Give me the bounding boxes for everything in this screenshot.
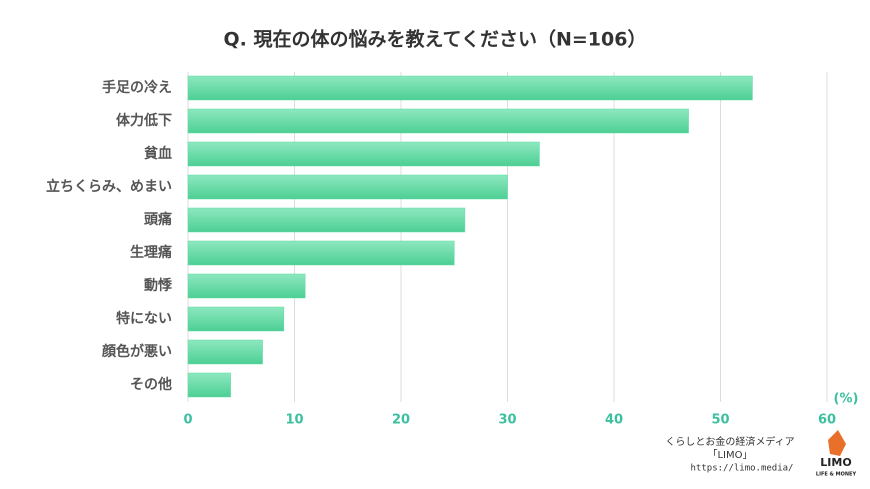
x-tick-label: 10 bbox=[285, 413, 303, 428]
footer-tagline: くらしとお金の経済メディア bbox=[665, 435, 794, 448]
footer-url: https://limo.media/ bbox=[691, 464, 794, 474]
x-tick-label: 30 bbox=[498, 413, 516, 428]
unit-label: (%) bbox=[834, 392, 859, 407]
x-tick-label: 40 bbox=[605, 413, 623, 428]
bar bbox=[187, 339, 263, 365]
y-tick-label: 頭痛 bbox=[144, 211, 172, 228]
bar bbox=[187, 141, 540, 167]
bar bbox=[187, 372, 231, 398]
footer-brand: 「LIMO」 bbox=[707, 449, 752, 461]
x-tick-label: 0 bbox=[183, 413, 192, 428]
bar bbox=[187, 174, 508, 200]
logo: LIMO bbox=[820, 456, 851, 469]
bar bbox=[187, 108, 689, 134]
logo-icon bbox=[828, 430, 846, 456]
chart-title: Q. 現在の体の悩みを教えてください（N=106） bbox=[224, 28, 647, 51]
y-tick-label: 顔色が悪い bbox=[101, 343, 172, 360]
y-tick-label: その他 bbox=[130, 376, 172, 393]
logo-sub: LIFE & MONEY bbox=[816, 472, 857, 478]
bar bbox=[187, 273, 306, 299]
y-tick-label: 特にない bbox=[116, 310, 172, 327]
y-tick-label: 動悸 bbox=[144, 277, 173, 294]
x-tick-label: 60 bbox=[818, 413, 836, 428]
y-tick-label: 手足の冷え bbox=[102, 79, 172, 96]
y-tick-label: 生理痛 bbox=[130, 244, 172, 261]
y-tick-label: 貧血 bbox=[144, 145, 172, 162]
x-tick-label: 20 bbox=[392, 413, 410, 428]
x-tick-label: 50 bbox=[711, 413, 729, 428]
bar bbox=[187, 75, 753, 101]
y-tick-label: 立ちくらみ、めまい bbox=[46, 178, 172, 195]
bar bbox=[187, 306, 285, 332]
bar bbox=[187, 207, 466, 233]
y-tick-label: 体力低下 bbox=[116, 112, 172, 129]
bar bbox=[187, 240, 455, 266]
